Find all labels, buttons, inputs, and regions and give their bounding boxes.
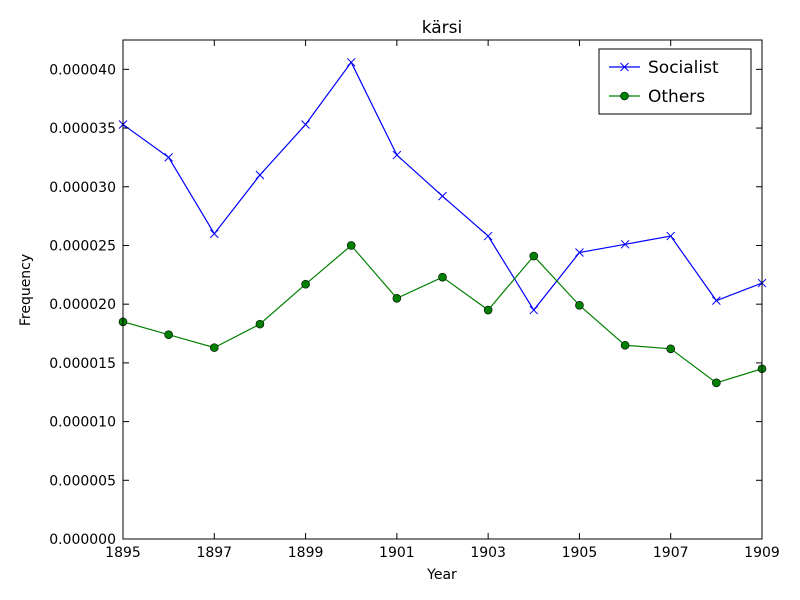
series-others — [118, 241, 767, 388]
y-tick-label: 0.000015 — [49, 356, 116, 372]
data-point — [529, 305, 539, 315]
series-layer — [118, 57, 767, 388]
y-tick-label: 0.000000 — [49, 532, 116, 548]
data-point — [255, 170, 265, 180]
legend-entry: Others — [609, 87, 705, 107]
data-point — [164, 330, 173, 340]
data-point — [301, 120, 310, 129]
legend: Socialist Others — [598, 48, 752, 115]
y-tick-label: 0.000030 — [49, 180, 116, 196]
x-axis-label: Year — [426, 567, 457, 583]
y-axis: 0.000000 0.000005 0.000010 0.000015 0.000020… — [49, 62, 762, 548]
data-point — [483, 231, 493, 241]
data-point — [346, 57, 356, 67]
legend-label: Others — [648, 87, 705, 107]
data-point — [438, 272, 447, 282]
x-tick-label: 1905 — [562, 545, 598, 561]
data-point — [255, 319, 265, 329]
data-point — [164, 153, 173, 162]
data-point — [666, 344, 676, 354]
series-socialist — [118, 57, 767, 315]
data-point — [712, 378, 721, 388]
data-point — [575, 301, 584, 310]
data-point — [575, 248, 584, 257]
data-point — [392, 150, 402, 160]
y-tick-label: 0.000040 — [49, 62, 116, 78]
x-tick-label: 1895 — [105, 545, 141, 561]
x-axis: 1895 1897 1899 1901 1903 1905 1907 1909 — [105, 40, 780, 561]
x-tick-label: 1903 — [470, 545, 506, 561]
series-line — [122, 244, 763, 384]
chart-title: kärsi — [422, 18, 463, 38]
x-tick-label: 1899 — [288, 545, 324, 561]
data-point — [209, 229, 219, 239]
legend-marker — [620, 91, 629, 101]
data-point — [620, 239, 630, 249]
data-point — [483, 305, 493, 315]
data-point — [392, 294, 402, 303]
legend-entry: Socialist — [609, 58, 719, 78]
x-tick-label: 1901 — [379, 545, 415, 561]
data-point — [529, 251, 539, 261]
y-tick-label: 0.000020 — [49, 297, 116, 313]
y-tick-label: 0.000025 — [49, 238, 116, 254]
data-point — [712, 296, 721, 306]
legend-box — [598, 48, 752, 115]
x-tick-label: 1897 — [196, 545, 232, 561]
plot-frame — [122, 39, 763, 540]
data-point — [666, 231, 676, 241]
y-tick-label: 0.000035 — [49, 121, 116, 137]
data-point — [438, 191, 447, 201]
data-point — [346, 241, 356, 250]
y-axis-label: Frequency — [18, 254, 34, 326]
x-tick-label: 1907 — [653, 545, 689, 561]
x-tick-label: 1909 — [744, 545, 780, 561]
legend-label: Socialist — [648, 58, 719, 78]
data-point — [209, 343, 219, 352]
data-point — [301, 279, 310, 289]
y-tick-label: 0.000005 — [49, 473, 116, 489]
y-tick-label: 0.000010 — [49, 415, 116, 431]
legend-marker — [620, 62, 629, 72]
data-point — [620, 340, 630, 350]
